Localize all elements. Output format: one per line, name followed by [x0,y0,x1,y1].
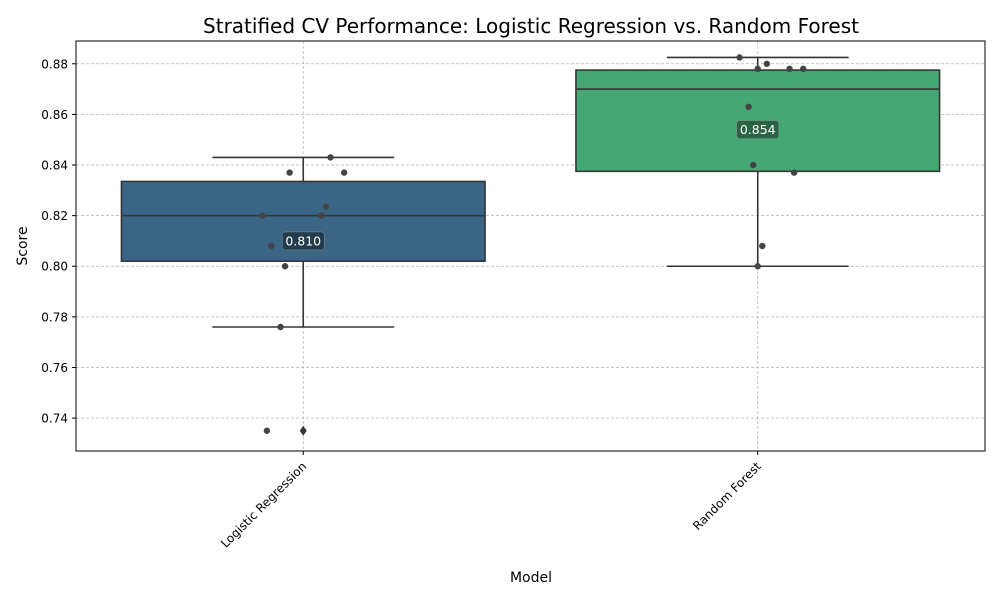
data-point [318,212,325,219]
mean-label: 0.854 [740,122,776,137]
y-axis-title: Score [15,226,31,265]
data-point [259,212,266,219]
data-point [268,242,275,250]
mean-label: 0.810 [285,233,321,248]
outlier-marker [299,425,307,436]
data-point [327,154,334,161]
mean-label-box [736,120,779,139]
y-tick-label: 0.74 [41,412,68,426]
mean-annotation: 0.810 [282,231,325,251]
y-tick-label: 0.82 [41,209,68,223]
y-tick-label: 0.76 [41,361,68,375]
data-point [736,54,743,61]
x-axis-title: Model [510,570,552,586]
data-point [340,169,348,176]
mean-annotation: 0.854 [736,120,779,139]
data-point [754,65,761,73]
y-tick-label: 0.84 [41,159,68,173]
y-tick-label: 0.78 [41,310,68,324]
y-tick-label: 0.88 [41,57,68,71]
data-point [759,242,766,250]
data-point [790,169,798,176]
axes-frame [75,40,986,452]
data-point [322,203,330,210]
plot-area: 0.810 0.854 [120,54,941,436]
y-tick-label: 0.86 [41,108,68,122]
data-point [786,65,793,73]
data-point [750,161,757,169]
data-point [763,60,771,67]
data-point [286,169,293,176]
data-point [745,103,752,111]
mean-label-box [282,231,325,251]
y-tick-label: 0.80 [41,260,68,274]
data-point [277,323,284,331]
data-point [281,263,289,270]
data-point [754,263,761,270]
data-point [800,65,807,73]
data-point [263,427,271,434]
chart-title: Stratified CV Performance: Logistic Regr… [203,14,859,38]
